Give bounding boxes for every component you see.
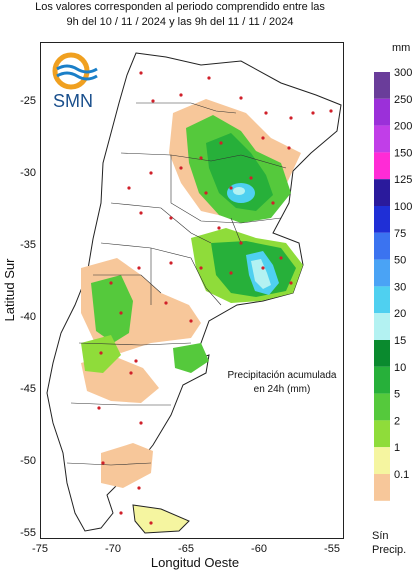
- legend-label: 1: [394, 442, 400, 454]
- map-note-line-2: en 24h (mm): [254, 384, 311, 395]
- legend-swatch: [374, 232, 390, 260]
- legend-no-precip-line-1: Sín: [372, 530, 389, 542]
- header-line-2: 9h del 10 / 11 / 2024 y las 9h del 11 / …: [66, 16, 294, 28]
- map-note-line-1: Precipitación acumulada: [228, 370, 337, 381]
- x-tick-label: -70: [105, 543, 121, 555]
- legend-swatch: [374, 72, 390, 99]
- smn-logo-text: SMN: [53, 91, 93, 111]
- area-heavy-rain-central-core: [251, 259, 271, 289]
- y-tick-label: -45: [20, 383, 36, 395]
- legend-label: 2: [394, 415, 400, 427]
- x-tick-label: -65: [178, 543, 194, 555]
- station-markers: [97, 71, 333, 525]
- y-axis-ticks: -25 -30 -35 -40 -45 -50 -55: [20, 95, 36, 539]
- legend-label: 50: [394, 255, 406, 267]
- legend-label: 75: [394, 228, 406, 240]
- area-light-rain-south: [101, 443, 153, 488]
- x-tick-label: -60: [251, 543, 267, 555]
- legend-label: 20: [394, 308, 406, 320]
- legend-label: 300: [394, 67, 412, 79]
- legend-swatch: [374, 152, 390, 180]
- legend-label: 250: [394, 94, 412, 106]
- legend-label: 0.1: [394, 469, 409, 481]
- legend-label: 30: [394, 281, 406, 293]
- y-tick-label: -30: [20, 167, 36, 179]
- y-axis-title: Latitud Sur: [2, 258, 17, 322]
- legend-label: 200: [394, 121, 412, 133]
- precipitation-map: [46, 52, 342, 534]
- legend-label: 125: [394, 174, 412, 186]
- legend-label: 15: [394, 335, 406, 347]
- area-rain-patagonia: [173, 343, 209, 373]
- legend-swatch: [374, 474, 390, 501]
- legend-swatch: [374, 447, 390, 474]
- area-rain-west: [91, 275, 133, 343]
- legend-swatch: [374, 179, 390, 206]
- legend: 300 250 200 150 125 100 75 50 30 20 15 10 5 2 1 0.1: [374, 67, 412, 501]
- area-rain-north-core: [206, 133, 273, 211]
- y-tick-label: -35: [20, 239, 36, 251]
- legend-swatch: [374, 420, 390, 448]
- y-tick-label: -50: [20, 455, 36, 467]
- legend-swatch: [374, 206, 390, 233]
- smn-logo: [52, 52, 98, 90]
- legend-swatch: [374, 313, 390, 340]
- legend-label: 150: [394, 147, 412, 159]
- legend-label: 10: [394, 362, 406, 374]
- legend-swatch: [374, 125, 390, 153]
- y-tick-label: -55: [20, 527, 36, 539]
- x-axis-ticks: -75 -70 -65 -60 -55: [32, 543, 340, 555]
- x-tick-label: -75: [32, 543, 48, 555]
- legend-label: 100: [394, 201, 412, 213]
- legend-swatch: [374, 340, 390, 367]
- x-axis-title: Longitud Oeste: [151, 555, 239, 570]
- legend-swatch: [374, 259, 390, 287]
- legend-no-precip-line-2: Precip.: [372, 544, 407, 556]
- y-tick-label: -40: [20, 311, 36, 323]
- legend-swatch: [374, 286, 390, 314]
- y-tick-label: -25: [20, 95, 36, 107]
- map-frame: SMN: [40, 42, 344, 539]
- area-heavy-rain-north-core: [233, 187, 245, 195]
- legend-unit: mm: [392, 42, 411, 54]
- legend-swatch: [374, 98, 390, 126]
- map-header: Los valores corresponden al periodo comp…: [0, 0, 360, 30]
- tierra-del-fuego: [132, 504, 190, 534]
- legend-label: 5: [394, 389, 400, 401]
- x-tick-label: -55: [324, 543, 340, 555]
- legend-swatch: [374, 366, 390, 394]
- legend-no-precip: Sín Precip.: [372, 529, 406, 557]
- province-boundaries: [66, 102, 287, 466]
- header-line-1: Los valores corresponden al periodo comp…: [35, 1, 325, 13]
- legend-swatch: [374, 393, 390, 421]
